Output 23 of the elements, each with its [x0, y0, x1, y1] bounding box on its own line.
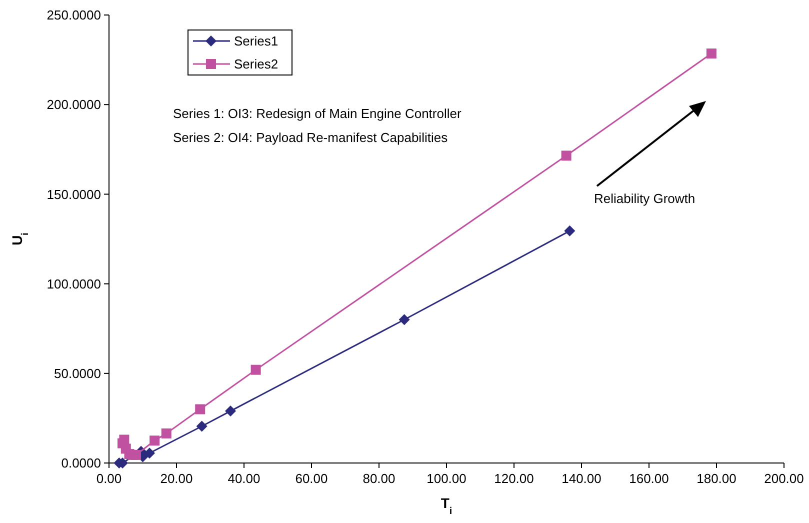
y-tick-label: 100.0000 — [46, 276, 101, 292]
x-tick-label: 0.00 — [96, 471, 122, 486]
x-tick-label: 160.00 — [629, 471, 669, 486]
x-tick-label: 140.00 — [562, 471, 602, 486]
x-tick-label: 20.00 — [160, 471, 193, 486]
y-tick-label: 150.0000 — [46, 186, 101, 202]
y-tick-label: 50.0000 — [54, 366, 101, 381]
y-tick-label: 250.0000 — [46, 8, 101, 23]
x-tick-label: 60.00 — [295, 471, 328, 486]
x-tick-label: 80.00 — [362, 471, 396, 486]
x-tick-label: 200.00 — [764, 471, 804, 486]
legend-label: Series2 — [234, 56, 278, 72]
x-tick-label: 40.00 — [228, 471, 260, 486]
x-tick-label: 100.00 — [426, 471, 466, 486]
annotation: Reliability Growth — [594, 191, 696, 206]
legend-label: Series1 — [234, 34, 278, 49]
annotation: Series 2: OI4: Payload Re-manifest Capabilities — [173, 130, 448, 145]
y-tick-label: 200.0000 — [46, 97, 101, 112]
x-tick-label: 120.00 — [494, 471, 534, 486]
x-axis-title: T$_{i}$ — [440, 495, 452, 516]
y-tick-label: 0.0000 — [61, 456, 101, 471]
x-tick-label: 180.00 — [696, 471, 736, 486]
annotation: Series 1: OI3: Redesign of Main Engine Controller — [173, 106, 462, 121]
